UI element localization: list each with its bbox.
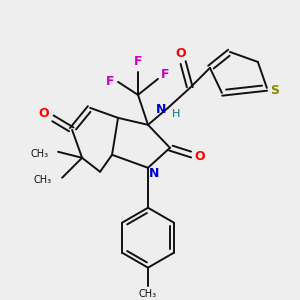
Text: F: F: [106, 75, 114, 88]
Text: H: H: [172, 109, 180, 119]
Text: CH₃: CH₃: [34, 175, 52, 185]
Text: O: O: [39, 107, 50, 120]
Text: CH₃: CH₃: [30, 149, 48, 159]
Text: S: S: [270, 84, 279, 98]
Text: N: N: [156, 103, 166, 116]
Text: F: F: [161, 68, 169, 81]
Text: N: N: [149, 167, 159, 180]
Text: CH₃: CH₃: [139, 289, 157, 298]
Text: F: F: [134, 56, 142, 68]
Text: O: O: [176, 47, 186, 60]
Text: O: O: [195, 150, 205, 163]
